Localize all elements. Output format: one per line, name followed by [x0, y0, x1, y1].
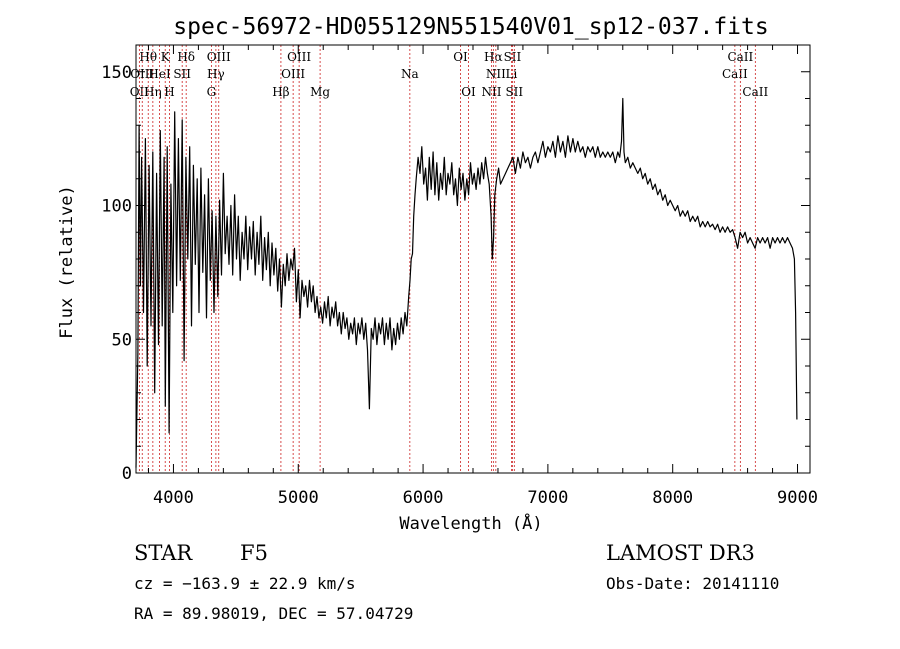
spectral-line-label: CaII: [727, 50, 753, 64]
x-tick-label: 9000: [777, 488, 818, 508]
spectral-line-label: Hα: [484, 50, 503, 64]
spectral-line-label: OIII: [287, 50, 311, 64]
spectral-line-label: H: [164, 85, 174, 99]
spectral-line-label: OIII: [281, 67, 305, 81]
spectral-line-label: CaII: [722, 67, 748, 81]
spectral-line-label: Hβ: [272, 85, 289, 99]
y-axis-ticks: 0 50 100 150: [101, 44, 810, 484]
x-axis-label: Wavelength (Å): [399, 512, 542, 534]
spectral-line-label: Na: [401, 67, 419, 81]
spectral-line-label: Hδ: [177, 50, 195, 64]
x-tick-label: 4000: [153, 488, 194, 508]
spectral-line-label: OIII: [207, 50, 231, 64]
object-type-text: STAR: [134, 541, 193, 565]
x-tick-label: 6000: [403, 488, 444, 508]
cz-text: cz = −163.9 ± 22.9 km/s: [134, 574, 356, 593]
spectral-line-label: OI: [461, 85, 476, 99]
x-tick-label: 8000: [652, 488, 693, 508]
spectral-line-label: OI: [453, 50, 468, 64]
y-tick-label: 50: [112, 330, 132, 350]
spectral-line-label: CaII: [742, 85, 768, 99]
spectral-line-markers: OIIHθOIIIHηHeIKHSIIHδGHγOIIIHβOIIIOIIIMg…: [130, 45, 768, 473]
ra-dec-text: RA = 89.98019, DEC = 57.04729: [134, 604, 413, 623]
spectral-line-label: G: [207, 85, 217, 99]
spectral-line-label: HeI: [148, 67, 171, 81]
spectral-line-label: Mg: [310, 85, 330, 99]
chart-title: spec-56972-HD055129N551540V01_sp12-037.f…: [173, 14, 768, 40]
spectral-line-label: NII: [486, 67, 506, 81]
spectral-line-label: Li: [506, 67, 518, 81]
spectral-line-label: OII: [130, 85, 150, 99]
subclass-text: F5: [240, 541, 268, 565]
x-tick-label: 5000: [278, 488, 319, 508]
spectrum-series-line: [135, 97, 798, 468]
survey-text: LAMOST DR3: [606, 541, 755, 565]
x-axis-ticks: 4000 5000 6000 7000 8000 9000: [147, 45, 818, 508]
obs-date-text: Obs-Date: 20141110: [606, 574, 779, 593]
spectral-line-label: Hη: [144, 85, 162, 99]
y-tick-label: 100: [101, 197, 132, 217]
y-axis-label: Flux (relative): [57, 185, 77, 339]
x-tick-label: 7000: [527, 488, 568, 508]
spectral-line-label: Hγ: [207, 67, 225, 81]
spectral-line-label: SII: [504, 50, 522, 64]
y-tick-label: 0: [122, 464, 132, 484]
spectral-line-label: K: [161, 50, 171, 64]
y-tick-label: 150: [101, 63, 132, 83]
spectral-line-label: SII: [173, 67, 191, 81]
spectral-line-label: SII: [505, 85, 523, 99]
spectral-line-label: NII: [481, 85, 501, 99]
